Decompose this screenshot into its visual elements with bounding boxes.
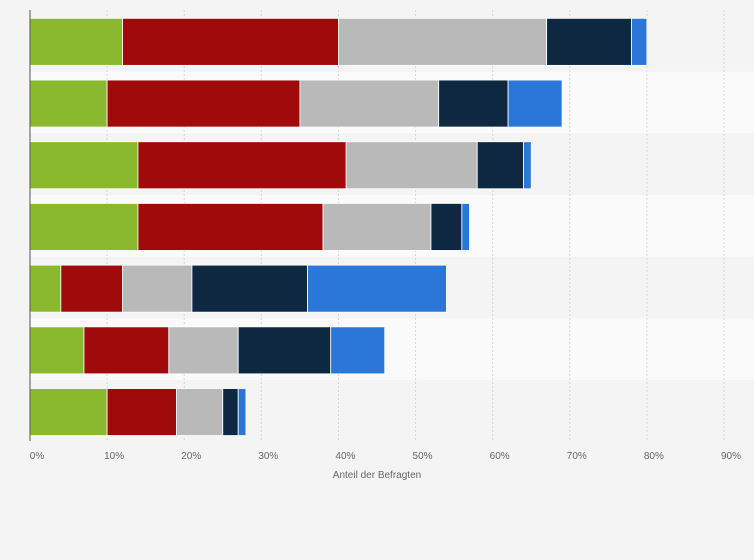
bar-segment (29, 326, 85, 375)
bar-segment (83, 326, 170, 375)
bar-segment (122, 17, 339, 66)
bar-segment (438, 79, 509, 128)
bar-segment (222, 388, 239, 436)
bar-segment (60, 264, 123, 313)
bar-segment (168, 326, 239, 375)
bar-segment (137, 141, 347, 190)
bar-segment (631, 17, 648, 66)
x-tick-label: 70% (567, 451, 587, 462)
bar-segment (137, 203, 324, 251)
bar-segment (546, 17, 632, 66)
bar-segment (338, 17, 548, 66)
bars (29, 17, 648, 436)
bar-segment (461, 203, 470, 251)
x-tick-label: 20% (181, 451, 201, 462)
bar-segment (476, 141, 524, 190)
bar-segment (29, 388, 108, 436)
bar-segment (330, 326, 386, 375)
x-tick-label: 30% (258, 451, 278, 462)
x-tick-label: 40% (335, 451, 355, 462)
x-tick-labels: 0% 10% 20% 30% 40% 50% 60% 70% 80% 90% (30, 451, 741, 462)
bar-segment (507, 79, 563, 128)
bar-segment (307, 264, 447, 313)
bar-segment (237, 326, 332, 375)
bar-segment (191, 264, 308, 313)
bar-segment (176, 388, 224, 436)
x-tick-label: 0% (30, 451, 45, 462)
bar-segment (299, 79, 440, 128)
bar-segment (345, 141, 478, 190)
bar-segment (29, 264, 62, 313)
bar-segment (106, 79, 301, 128)
x-tick-label: 10% (104, 451, 124, 462)
bar-segment (322, 203, 432, 251)
x-tick-label: 60% (490, 451, 510, 462)
bar-segment (430, 203, 463, 251)
x-tick-label: 90% (721, 451, 741, 462)
bar-segment (29, 79, 108, 128)
bar-segment (122, 264, 193, 313)
bar-segment (523, 141, 532, 190)
x-tick-label: 80% (644, 451, 664, 462)
bar-segment (106, 388, 177, 436)
bar-segment (237, 388, 247, 436)
x-axis-title: Anteil der Befragten (333, 470, 421, 481)
bar-segment (29, 17, 123, 66)
bar-segment (29, 141, 139, 190)
bar-segment (29, 203, 139, 251)
x-tick-label: 50% (413, 451, 433, 462)
